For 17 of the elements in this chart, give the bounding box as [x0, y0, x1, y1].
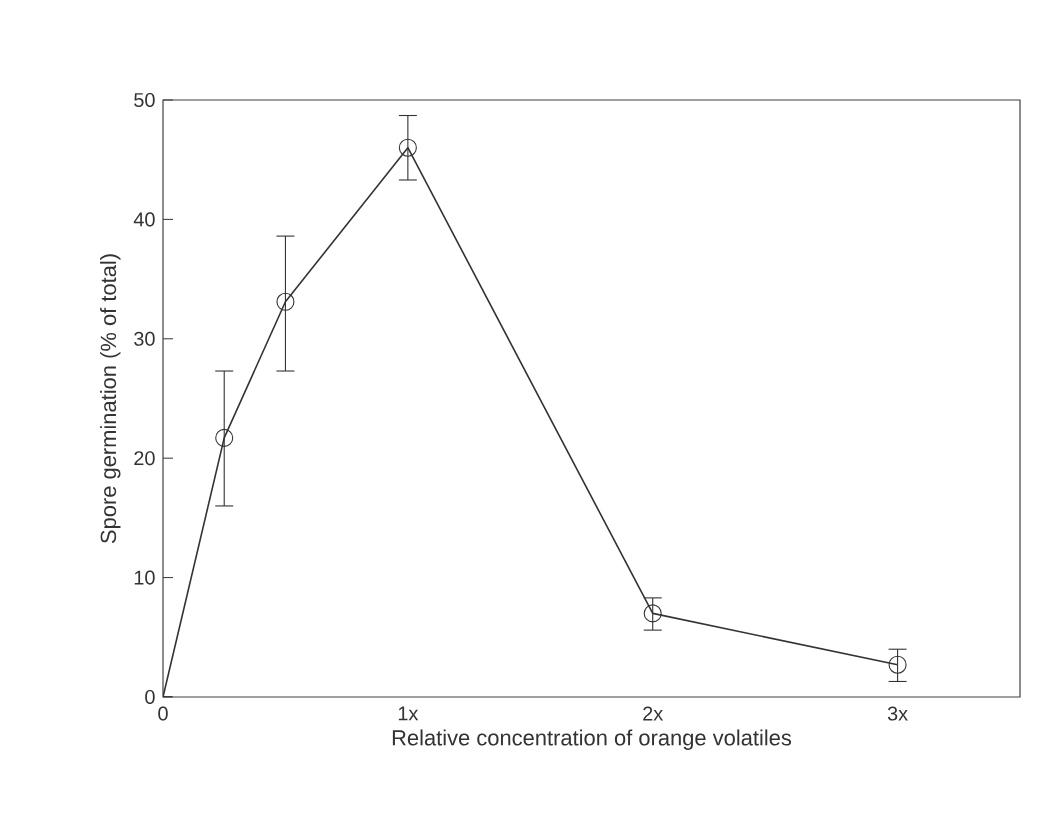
point: [215, 428, 234, 447]
y-tick-label: 50: [134, 92, 155, 108]
x-tick-label: 2x: [643, 706, 664, 721]
x-tick-label: 3x: [887, 706, 908, 721]
y-tick-label: 10: [134, 570, 155, 585]
point: [276, 292, 295, 311]
y-tick-label: 20: [134, 451, 155, 466]
y-axis-title: Spore germination (% of total): [100, 254, 121, 544]
point: [643, 604, 662, 623]
y-tick-label: 30: [134, 331, 155, 346]
x-tick-label: 0: [158, 706, 168, 721]
x-tick-label: 1x: [398, 706, 419, 721]
y-tick-label: 40: [133, 212, 155, 227]
y-tick-label: 0: [145, 689, 155, 705]
point: [398, 138, 417, 157]
x-axis-title: Relative concentration of orange volatiles: [392, 729, 792, 750]
point: [888, 655, 907, 674]
